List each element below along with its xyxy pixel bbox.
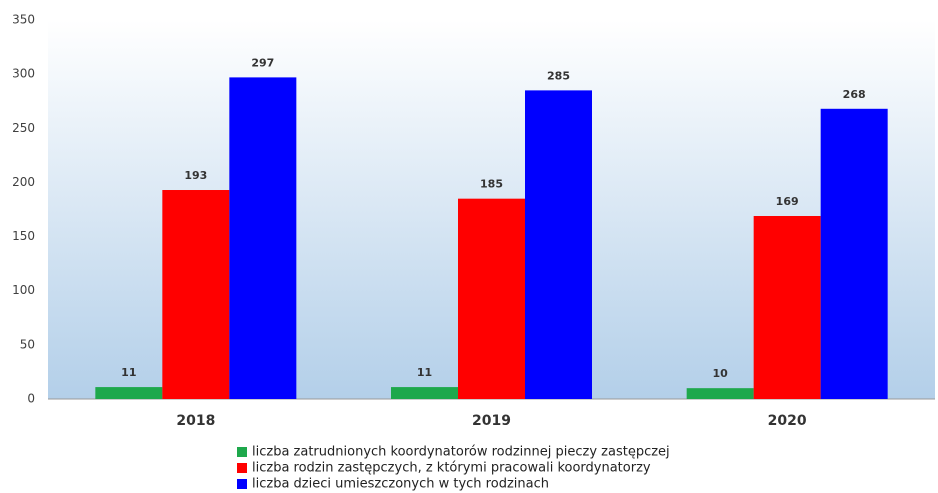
y-tick-label: 0: [27, 392, 35, 406]
legend-label: liczba rodzin zastępczych, z którymi pra…: [252, 461, 651, 476]
bar: [229, 77, 297, 400]
x-tick-label: 2018: [176, 413, 215, 429]
bar: [820, 108, 888, 400]
data-label: 185: [480, 178, 503, 191]
data-label: 10: [713, 367, 729, 380]
data-label: 268: [843, 88, 866, 101]
legend-swatch: [237, 463, 247, 473]
data-label: 193: [184, 169, 207, 182]
data-label: 285: [547, 69, 570, 82]
legend-label: liczba dzieci umieszczonych w tych rodzi…: [252, 477, 549, 492]
y-tick-label: 150: [12, 229, 35, 243]
data-label: 11: [121, 366, 136, 379]
bar: [753, 215, 821, 399]
legend-swatch: [237, 447, 247, 457]
x-tick-label: 2019: [472, 413, 511, 429]
y-tick-label: 50: [20, 337, 35, 351]
data-label: 297: [251, 56, 274, 69]
bar: [391, 387, 458, 399]
y-tick-label: 250: [12, 121, 35, 135]
legend-swatch: [237, 479, 247, 489]
y-tick-label: 300: [12, 67, 35, 81]
data-label: 11: [417, 366, 432, 379]
y-tick-label: 350: [12, 13, 35, 27]
bar: [686, 388, 754, 399]
x-tick-label: 2020: [768, 413, 807, 429]
bar: [95, 387, 163, 399]
bar: [162, 190, 230, 399]
bar: [525, 90, 592, 399]
bar: [458, 198, 525, 399]
legend-label: liczba zatrudnionych koordynatorów rodzi…: [252, 445, 670, 460]
y-tick-label: 200: [12, 175, 35, 189]
data-label: 169: [776, 195, 799, 208]
y-tick-label: 100: [12, 283, 35, 297]
